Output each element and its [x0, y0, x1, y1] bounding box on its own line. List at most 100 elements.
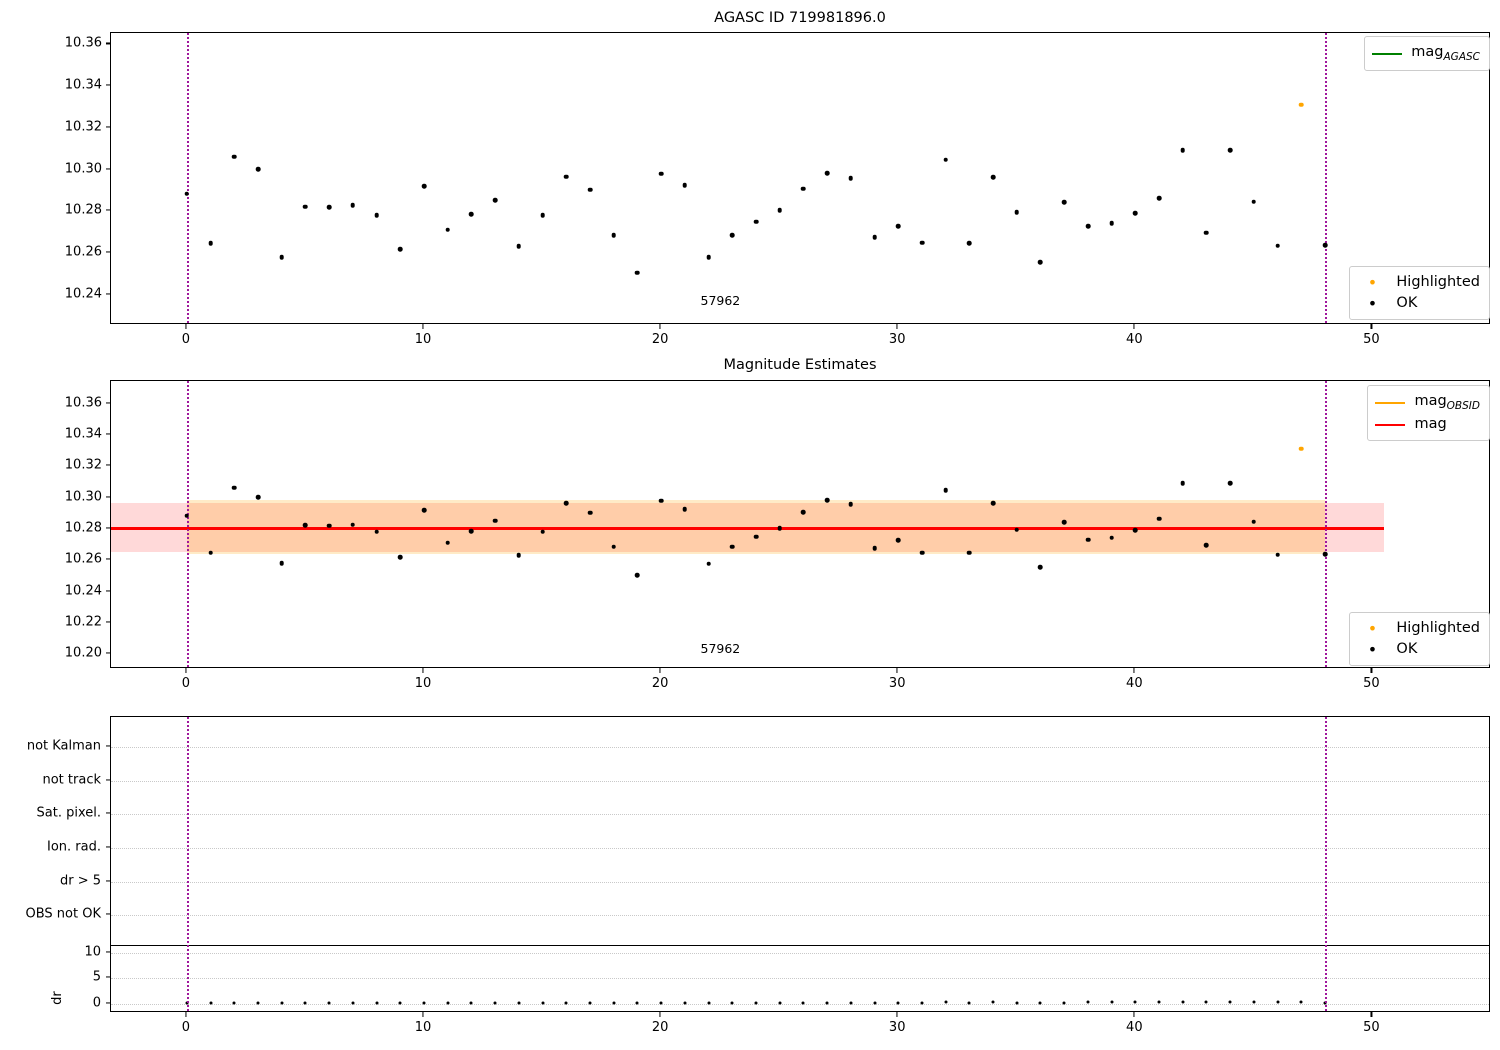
obsid-annotation: 57962 — [700, 641, 741, 656]
obsid-boundary-line-1 — [1325, 381, 1328, 667]
data-point-ok — [421, 507, 427, 513]
data-point-ok — [848, 501, 854, 507]
legend-label: Highlighted — [1396, 274, 1480, 290]
ytick-mark — [105, 84, 110, 86]
data-point-ok — [1251, 199, 1257, 204]
data-point-ok — [1204, 230, 1209, 236]
data-point-ok — [469, 528, 474, 534]
data-point-ok — [824, 498, 830, 503]
xtick-mark — [1370, 324, 1372, 329]
data-point-ok — [469, 212, 474, 217]
data-point-ok — [1038, 259, 1043, 265]
data-point-ok — [1014, 210, 1020, 215]
dr-point — [778, 1001, 782, 1005]
data-point-ok — [374, 212, 379, 218]
plot-area-panel_mid: 57962 — [110, 380, 1490, 668]
data-point-ok — [872, 545, 877, 551]
data-point-ok — [1133, 528, 1138, 533]
ytick-mark — [105, 433, 110, 435]
data-point-ok — [445, 227, 450, 232]
ytick-mark — [105, 293, 110, 295]
ytick-mark — [105, 913, 110, 915]
dr-point — [707, 1001, 711, 1005]
data-point-ok — [1275, 243, 1280, 248]
obsid-annotation: 57962 — [700, 293, 741, 308]
data-point-ok — [990, 501, 996, 506]
legend-label: OK — [1396, 641, 1418, 658]
flag-gridline — [111, 915, 1489, 917]
ytick-mark — [105, 880, 110, 882]
dr-point — [303, 1001, 307, 1005]
dr-point — [1252, 1000, 1256, 1004]
data-point-ok — [1014, 527, 1020, 532]
data-point-ok — [563, 174, 569, 179]
data-point-ok — [1133, 211, 1138, 216]
data-point-ok — [635, 572, 640, 578]
legend-point-status-top[interactable]: • Highlighted • OK — [1349, 266, 1490, 321]
data-point-ok — [777, 525, 782, 531]
dr-point — [209, 1001, 213, 1005]
xtick-label: 10 — [414, 332, 432, 347]
legend-line-swatch — [1375, 401, 1406, 404]
dr-point — [351, 1001, 355, 1005]
magnitude-estimates-title: Magnitude Estimates — [723, 357, 877, 373]
xtick-label: 10 — [414, 1020, 432, 1035]
legend-label: Highlighted — [1396, 620, 1480, 636]
data-point-ok — [445, 540, 450, 545]
data-point-ok — [801, 509, 806, 515]
ytick-mark — [105, 42, 110, 45]
flag-label: dr > 5 — [59, 873, 101, 889]
ytick-mark — [105, 209, 110, 211]
data-point-ok — [658, 498, 664, 503]
data-point-ok — [587, 187, 593, 193]
ytick-label: 10.28 — [64, 520, 102, 536]
ytick-mark — [105, 589, 110, 592]
dr-point — [849, 1001, 853, 1005]
xtick-label: 20 — [651, 676, 669, 691]
legend-label: magAGASC — [1411, 44, 1480, 63]
xtick-mark — [422, 668, 424, 673]
data-point-ok — [1227, 147, 1233, 153]
dr-point — [327, 1001, 331, 1005]
data-point-ok — [635, 270, 640, 276]
legend-mag-agasc[interactable]: magAGASC — [1364, 36, 1490, 72]
data-point-ok — [1109, 220, 1114, 226]
dr-point — [469, 1001, 473, 1005]
xtick-label: 40 — [1126, 1020, 1143, 1035]
ytick-mark — [105, 402, 110, 404]
data-point-ok — [516, 552, 522, 558]
ytick-mark — [105, 951, 110, 953]
legend-dot-swatch: • — [1367, 639, 1378, 659]
xtick-label: 50 — [1363, 676, 1380, 691]
legend-item: mag — [1375, 414, 1480, 435]
data-point-ok — [184, 513, 190, 518]
data-point-ok — [801, 186, 806, 192]
data-point-ok — [279, 560, 285, 566]
legend-point-status-mid[interactable]: • Highlighted • OK — [1349, 612, 1490, 667]
ytick-label: 10.20 — [64, 645, 102, 661]
data-point-ok — [1180, 480, 1186, 486]
ytick-mark — [105, 846, 110, 848]
dr-tick-label: 5 — [92, 969, 101, 985]
data-point-ok — [706, 561, 711, 566]
obsid-boundary-line-0 — [186, 381, 189, 667]
legend-mag-lines[interactable]: magOBSID mag — [1367, 385, 1490, 442]
dr-point — [398, 1001, 402, 1005]
data-point-highlighted — [1299, 446, 1304, 452]
xtick-label: 40 — [1126, 332, 1143, 347]
xtick-label: 20 — [651, 1020, 669, 1035]
dr-point — [1110, 1000, 1114, 1004]
data-point-ok — [943, 487, 948, 493]
dr-point — [920, 1001, 924, 1005]
data-point-ok — [1180, 148, 1186, 153]
flag-label: OBS not OK — [25, 906, 102, 922]
dr-point — [1299, 1000, 1303, 1004]
xtick-label: 50 — [1363, 332, 1380, 347]
dr-point — [1276, 1000, 1280, 1004]
flag-gridline — [111, 848, 1489, 849]
data-point-ok — [255, 495, 261, 500]
data-point-ok — [208, 240, 213, 246]
legend-label: mag — [1414, 416, 1447, 433]
ytick-label: 10.32 — [64, 457, 102, 473]
data-point-ok — [374, 529, 379, 535]
